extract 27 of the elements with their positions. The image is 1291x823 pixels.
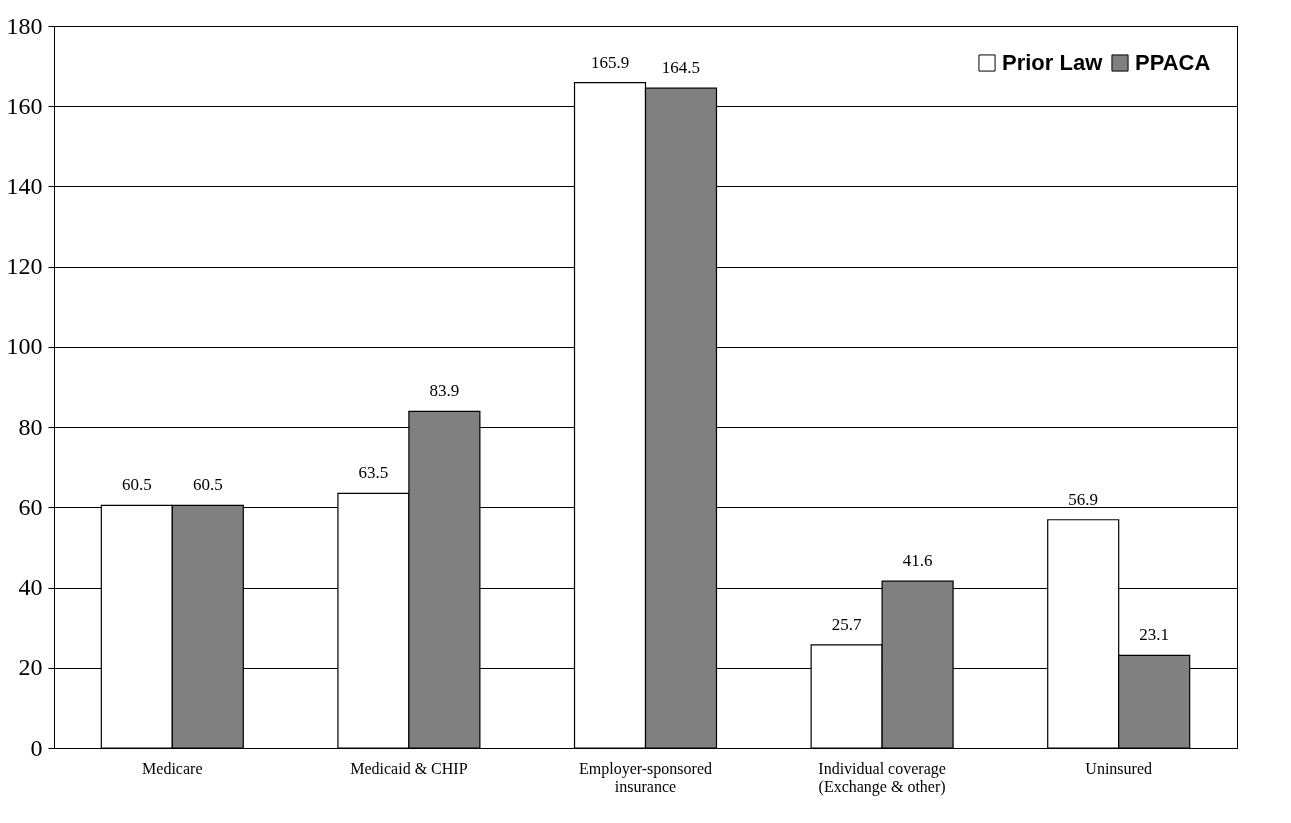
y-tick-label: 120 xyxy=(6,253,43,280)
y-tick-label: 40 xyxy=(18,574,43,601)
data-label: 164.5 xyxy=(661,58,701,78)
y-tick-label: 180 xyxy=(6,12,43,39)
legend-label: PPACA xyxy=(1135,50,1211,75)
y-tick-label: 80 xyxy=(18,413,43,440)
x-tick-label: Individual coverage (Exchange & other) xyxy=(818,759,946,796)
data-label: 60.5 xyxy=(192,475,223,495)
data-label: 25.7 xyxy=(831,614,862,634)
data-label: 56.9 xyxy=(1068,489,1099,509)
x-tick-label: Medicare xyxy=(142,759,203,777)
y-tick-label: 60 xyxy=(18,493,43,520)
data-label: 63.5 xyxy=(358,463,389,483)
data-label: 60.5 xyxy=(121,475,152,495)
data-label: 165.9 xyxy=(590,52,630,72)
y-tick-label: 20 xyxy=(18,654,43,681)
y-tick-label: 100 xyxy=(6,333,43,360)
y-tick-label: 140 xyxy=(6,172,43,199)
data-label: 41.6 xyxy=(902,551,933,571)
data-label: 83.9 xyxy=(429,381,460,401)
legend-label: Prior Law xyxy=(1002,50,1104,75)
y-tick-label: 160 xyxy=(6,92,43,119)
x-tick-label: Uninsured xyxy=(1085,759,1153,777)
y-tick-label: 0 xyxy=(30,734,43,761)
x-tick-label: Medicaid & CHIP xyxy=(350,759,468,777)
x-tick-label: Employer-sponsored insurance xyxy=(579,759,712,795)
data-label: 23.1 xyxy=(1139,625,1170,645)
